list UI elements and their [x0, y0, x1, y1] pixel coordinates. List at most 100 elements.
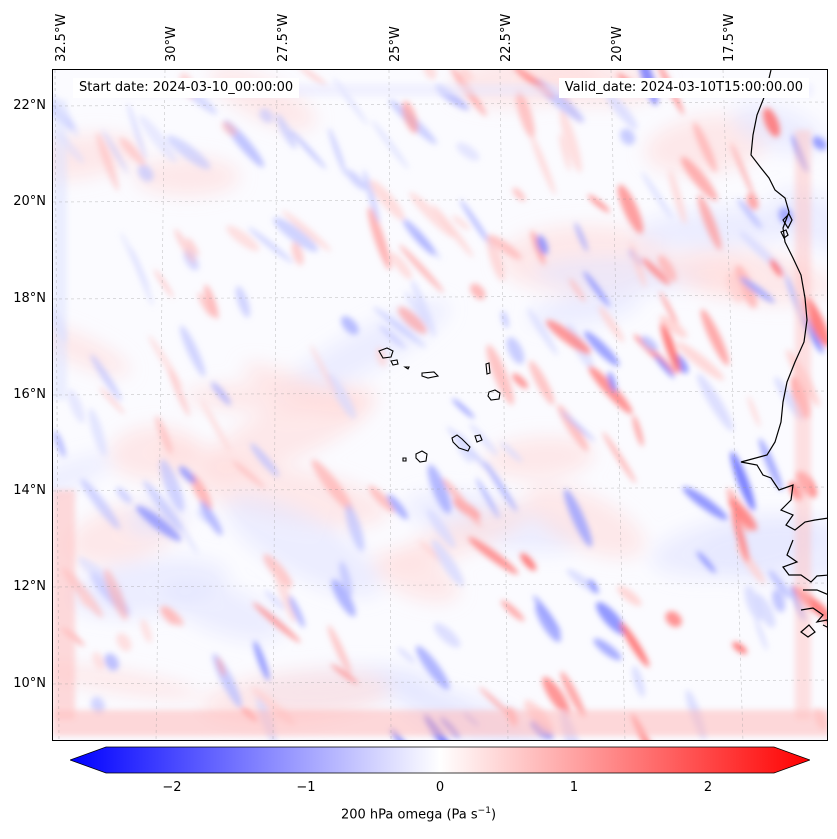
wave-streak — [328, 127, 347, 176]
omega-field — [53, 70, 827, 740]
wave-streak — [409, 192, 455, 238]
wave-streak — [617, 184, 644, 234]
wave-streak — [148, 335, 183, 389]
wave-streak — [676, 341, 725, 381]
wave-streak — [607, 371, 617, 393]
wave-streak — [197, 292, 213, 317]
colorbar-label-main: 200 hPa omega (Pa s — [340, 807, 478, 823]
valid-date-label: Valid_date: 2024-03-10T15:00:00.00 — [558, 78, 809, 98]
wave-streak — [330, 663, 358, 684]
wave-streak — [235, 286, 251, 318]
broad-patch — [485, 436, 594, 479]
wave-streak — [769, 259, 783, 277]
lon-label-30w: 30°W — [164, 26, 179, 62]
wave-streak — [560, 671, 586, 717]
wave-streak — [104, 568, 128, 621]
wave-streak — [657, 255, 677, 282]
wave-streak — [668, 169, 687, 225]
broad-patch — [53, 454, 113, 504]
wave-streak — [390, 252, 413, 280]
wave-streak — [559, 133, 571, 172]
wave-streak — [512, 187, 526, 202]
broad-patch — [772, 189, 827, 253]
lat-label-12n: 12°N — [13, 579, 46, 594]
broad-patch — [634, 206, 808, 249]
lat-label-14n: 14°N — [13, 483, 46, 498]
wave-streak — [500, 600, 525, 622]
wave-streak — [500, 441, 523, 463]
wave-streak — [204, 284, 219, 320]
wave-streak — [367, 207, 391, 270]
wave-streak — [660, 321, 681, 373]
wave-streak — [602, 431, 637, 484]
wave-streak — [641, 257, 670, 286]
wave-streak — [515, 90, 535, 139]
wave-streak — [632, 665, 645, 698]
colorbar-tick-2: 2 — [703, 780, 713, 795]
wave-streak — [696, 373, 734, 432]
graticule — [53, 70, 827, 740]
wave-streak — [178, 466, 196, 484]
wave-streak — [53, 430, 66, 458]
wave-streak — [397, 306, 427, 334]
wave-streak — [90, 696, 105, 714]
lat-label-22n: 22°N — [13, 98, 46, 113]
wave-streak — [529, 132, 556, 195]
wave-streak — [168, 368, 190, 417]
wave-streak — [298, 70, 327, 86]
lat-label-18n: 18°N — [13, 291, 46, 306]
wave-streak — [730, 142, 757, 202]
wave-streak — [433, 623, 461, 648]
broad-patch — [53, 322, 130, 376]
wave-streak — [282, 210, 332, 252]
wave-streak — [159, 459, 185, 512]
colorbar-label: 200 hPa omega (Pa s−1) — [0, 806, 837, 822]
wave-streak — [232, 460, 266, 489]
broad-patch — [134, 156, 240, 196]
wave-streak — [311, 459, 353, 512]
wave-streak — [739, 277, 775, 303]
wave-streak — [88, 408, 107, 457]
wave-streak — [527, 308, 558, 356]
wave-streak — [119, 137, 146, 166]
wave-streak — [275, 114, 297, 149]
wave-streak — [654, 354, 675, 379]
wave-streak — [127, 102, 147, 161]
wave-streak — [397, 647, 416, 664]
map-panel: Start date: 2024-03-10_00:00:00 Valid_da… — [52, 69, 828, 741]
wave-streak — [264, 590, 285, 610]
wave-streak — [659, 291, 679, 327]
colorbar-label-exponent: −1 — [477, 806, 491, 816]
wave-streak — [415, 645, 450, 690]
wave-streak — [346, 169, 367, 191]
wave-streak — [375, 347, 387, 367]
lon-label-32-5w: 32.5°W — [54, 13, 69, 62]
wave-streak — [154, 269, 174, 298]
wave-streak — [115, 487, 133, 504]
wave-streak — [135, 505, 182, 542]
wave-streak — [735, 265, 757, 309]
wave-streak — [174, 228, 196, 264]
wave-streak — [659, 315, 688, 339]
wave-streak — [386, 494, 409, 520]
wave-streak — [486, 344, 514, 405]
wave-streak — [470, 283, 486, 300]
wave-streak — [272, 562, 296, 623]
wave-streak — [726, 272, 744, 303]
wave-streak — [339, 561, 353, 597]
broad-patch — [370, 668, 467, 715]
wave-streak — [130, 247, 154, 307]
wave-streak — [564, 489, 593, 547]
wave-streak — [665, 611, 682, 627]
wave-streak — [469, 423, 498, 456]
wave-streak — [641, 335, 658, 352]
broad-patch — [191, 462, 388, 528]
broad-patch — [529, 290, 641, 328]
broad-patch — [388, 504, 534, 570]
wave-streak — [754, 618, 768, 651]
colorbar — [68, 745, 812, 775]
wave-streak — [371, 120, 409, 170]
wave-streak — [341, 316, 359, 335]
wave-streak — [290, 129, 327, 170]
wave-streak — [588, 365, 633, 415]
